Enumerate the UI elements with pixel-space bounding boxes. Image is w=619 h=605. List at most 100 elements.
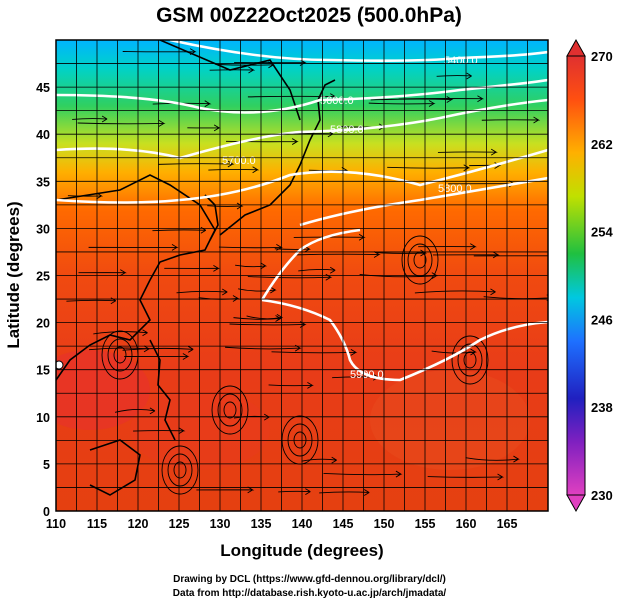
x-tick-label: 115 [87,517,107,531]
y-tick-label: 5 [43,458,50,472]
contour-line [56,78,548,114]
swirl [217,393,243,427]
swirl [107,338,133,372]
colorbar-top-arrow [566,38,586,57]
y-tick-label: 15 [36,364,50,378]
x-tick-label: 140 [292,517,313,531]
streamline [124,353,190,360]
colorbar: 230 238 246 254 262 270 [566,38,613,513]
x-tick-label: 110 [46,517,66,531]
streamline [207,202,244,210]
contour-line [56,148,548,204]
colorbar-ticks: 230 238 246 254 262 270 [591,49,613,503]
swirl [451,335,489,385]
contour-label: 5800.0 [438,183,472,195]
colorbar-tick-label: 262 [591,137,613,152]
streamline [437,148,498,156]
streamline [473,255,548,257]
streamline [370,96,454,103]
swirl [173,461,187,479]
y-tick-labels: 0 5 10 15 20 25 30 35 40 45 [36,81,50,519]
streamline [247,273,333,281]
korea-coastline [204,194,219,241]
x-tick-label: 165 [497,517,518,531]
streamline [215,61,275,69]
streamline [436,72,472,80]
streamline [152,226,207,234]
contour-line [169,40,548,62]
streamline [164,264,221,272]
colorbar-tick-label: 254 [591,225,613,240]
x-tick-label: 120 [128,517,149,531]
contour-label: 5900.0 [350,369,384,381]
y-tick-label: 30 [36,222,50,236]
streamline [72,115,108,123]
streamline [208,166,260,174]
streamline [268,381,314,389]
streamline [234,59,307,66]
y-tick-label: 20 [36,317,50,331]
japan-coastline [219,79,336,236]
colorbar-tick-label: 230 [591,488,613,503]
swirl [407,243,433,277]
streamline [238,286,277,294]
plot-frame [55,39,549,512]
swirl [211,385,249,435]
streamline [122,48,197,56]
streamline [122,345,194,353]
y-tick-label: 45 [36,81,50,95]
streamline [226,138,299,145]
streamline [368,100,436,107]
streamline [418,243,477,251]
swirl [223,401,237,419]
streamline [196,486,255,494]
contour-label: 5600.0 [320,95,354,107]
streamline [319,489,370,496]
warm-patch [130,390,270,470]
streamline [209,66,256,74]
streamline [481,116,541,124]
y-axis-label: Latitude (degrees) [4,201,23,348]
streamline [323,470,403,478]
y-tick-label: 40 [36,128,50,142]
x-tick-label: 130 [210,517,231,531]
swirl [113,346,127,364]
streamline [176,288,228,296]
streamline [88,244,179,251]
russia-coastline [159,40,301,121]
streamline [187,124,221,132]
colorbar-tick-label: 270 [591,49,613,64]
contour-label: 5700.0 [222,155,256,167]
x-tick-label: 145 [333,517,354,531]
x-tick-labels: 110 115 120 125 130 135 140 145 150 155 160 165 [46,517,518,531]
streamline [225,344,302,352]
colorbar-tick-label: 246 [591,312,613,327]
x-tick-label: 155 [415,517,436,531]
streamline [301,456,337,464]
colorbar-tick-label: 238 [591,400,613,415]
chart-title: GSM 00Z22Oct2025 (500.0hPa) [156,4,462,27]
y-tick-label: 35 [36,175,50,189]
credit-data: Data from http://database.rish.kyoto-u.a… [172,588,447,599]
swirl [167,453,193,487]
streamline [235,262,268,270]
borneo-coastline [89,439,141,496]
contour-label: 5400.0 [444,55,478,67]
swirl [401,235,439,285]
x-axis-label: Longitude (degrees) [220,541,383,560]
streamline [465,455,520,463]
x-tick-label: 135 [251,517,272,531]
streamline [246,313,284,321]
streamline [114,407,156,415]
streamline [229,321,307,328]
swirl [457,343,483,377]
streamline [427,473,505,481]
grid [55,39,549,512]
marker-dot [56,360,64,370]
streamline [66,297,117,305]
x-tick-label: 125 [169,517,190,531]
colorbar-bottom-arrow [566,494,586,513]
x-tick-label: 150 [374,517,395,531]
warm-patch [370,370,530,470]
y-tick-label: 0 [43,505,50,519]
